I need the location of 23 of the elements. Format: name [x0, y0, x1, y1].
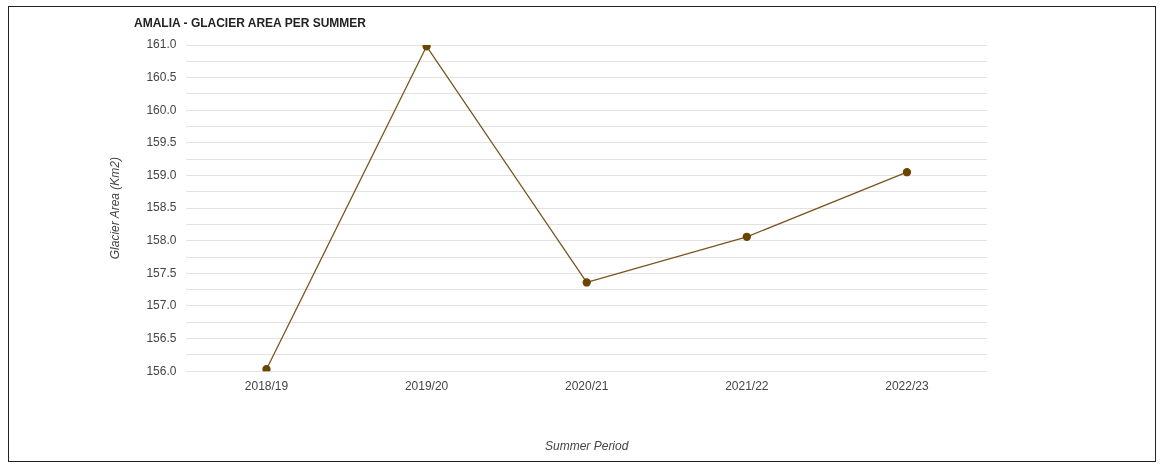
- chart-title: AMALIA - GLACIER AREA PER SUMMER: [134, 16, 366, 30]
- x-tick-label: 2020/21: [565, 378, 609, 393]
- y-tick-label: 157.0: [146, 298, 177, 313]
- y-axis-title: Glacier Area (Km2): [107, 156, 122, 260]
- y-tick-label: 156.5: [146, 330, 177, 345]
- y-tick-label: 158.5: [146, 200, 177, 215]
- y-tick-label: 158.0: [146, 233, 177, 248]
- y-tick-label: 160.0: [146, 102, 177, 117]
- y-tick-label: 159.0: [146, 167, 177, 182]
- y-tick-label: 161.0: [146, 37, 177, 52]
- point: [582, 278, 591, 287]
- x-tick-label: 2018/19: [244, 378, 289, 393]
- point: [262, 365, 271, 372]
- x-tick-label: 2019/20: [404, 378, 449, 393]
- y-tick-label: 156.0: [146, 363, 177, 378]
- x-axis-title: Summer Period: [545, 439, 629, 454]
- x-tick-label: 2021/22: [725, 378, 769, 393]
- y-tick-label: 160.5: [146, 69, 177, 84]
- y-tick-label: 157.5: [146, 265, 177, 280]
- y-tick-label: 159.5: [146, 135, 177, 150]
- x-tick-label: 2022/23: [885, 378, 929, 393]
- point: [902, 168, 912, 177]
- point: [742, 232, 751, 241]
